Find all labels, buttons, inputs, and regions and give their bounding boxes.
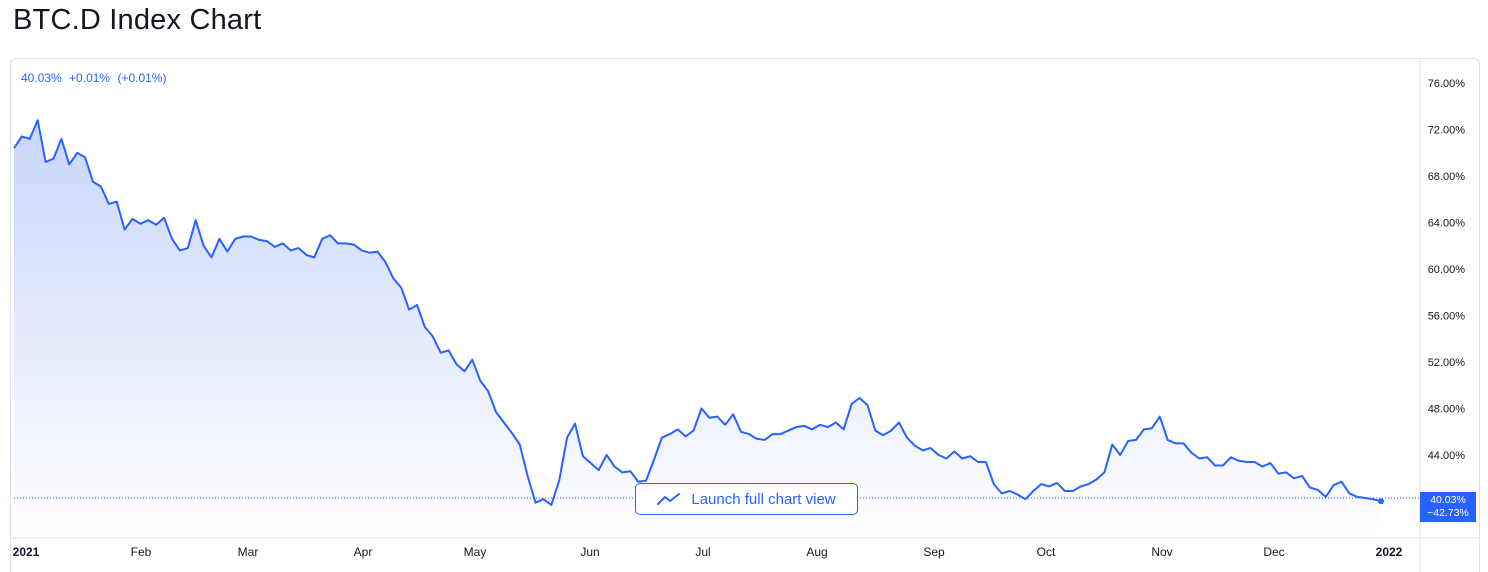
x-tick-label: Dec [1263, 545, 1284, 559]
y-tick-label: 68.00% [1428, 171, 1466, 183]
quote-change: +0.01% [69, 71, 111, 85]
x-tick-label: Nov [1151, 545, 1172, 559]
y-tick-label: 60.00% [1428, 264, 1466, 276]
x-tick-label: Jul [695, 545, 710, 559]
x-tick-label: Mar [238, 545, 259, 559]
quote-legend: 40.03% +0.01% (+0.01%) [21, 71, 170, 85]
y-tick-label: 72.00% [1428, 125, 1466, 137]
y-tick-label: 48.00% [1428, 404, 1466, 416]
badge-change: −42.73% [1427, 507, 1469, 519]
last-price-badge: 40.03% −42.73% [1420, 492, 1476, 522]
time-axis: 2021 Feb Mar Apr May Jun Jul Aug Sep Oct Nov Dec 202… [13, 545, 1403, 559]
x-tick-label: Oct [1037, 545, 1056, 559]
quote-price: 40.03% [21, 71, 62, 85]
x-tick-label: Aug [806, 545, 827, 559]
x-tick-label: 2021 [13, 545, 40, 559]
x-tick-label: May [464, 545, 487, 559]
launch-chart-button[interactable]: Launch full chart view [635, 483, 858, 515]
series-line [13, 119, 1382, 506]
page-title: BTC.D Index Chart [13, 4, 262, 36]
y-tick-label: 56.00% [1428, 311, 1466, 323]
series-area-fill [14, 120, 1381, 538]
price-axis: 76.00% 72.00% 68.00% 64.00% 60.00% 56.00% 52.0… [1428, 78, 1466, 462]
y-tick-label: 52.00% [1428, 357, 1466, 369]
chart-container[interactable] [10, 58, 1480, 572]
launch-chart-label: Launch full chart view [691, 490, 836, 508]
x-tick-label: Feb [131, 545, 152, 559]
last-price-point [1378, 498, 1384, 505]
x-tick-label: Jun [580, 545, 599, 559]
y-tick-label: 64.00% [1428, 218, 1466, 230]
y-tick-label: 76.00% [1428, 78, 1466, 90]
quote-change-percent: (+0.01%) [117, 71, 167, 85]
trend-line-icon [657, 492, 681, 506]
x-tick-label: Apr [354, 545, 373, 559]
y-tick-label: 44.00% [1428, 450, 1466, 462]
x-tick-label: Sep [923, 545, 945, 559]
x-tick-label: 2022 [1376, 545, 1403, 559]
badge-price: 40.03% [1430, 494, 1466, 506]
